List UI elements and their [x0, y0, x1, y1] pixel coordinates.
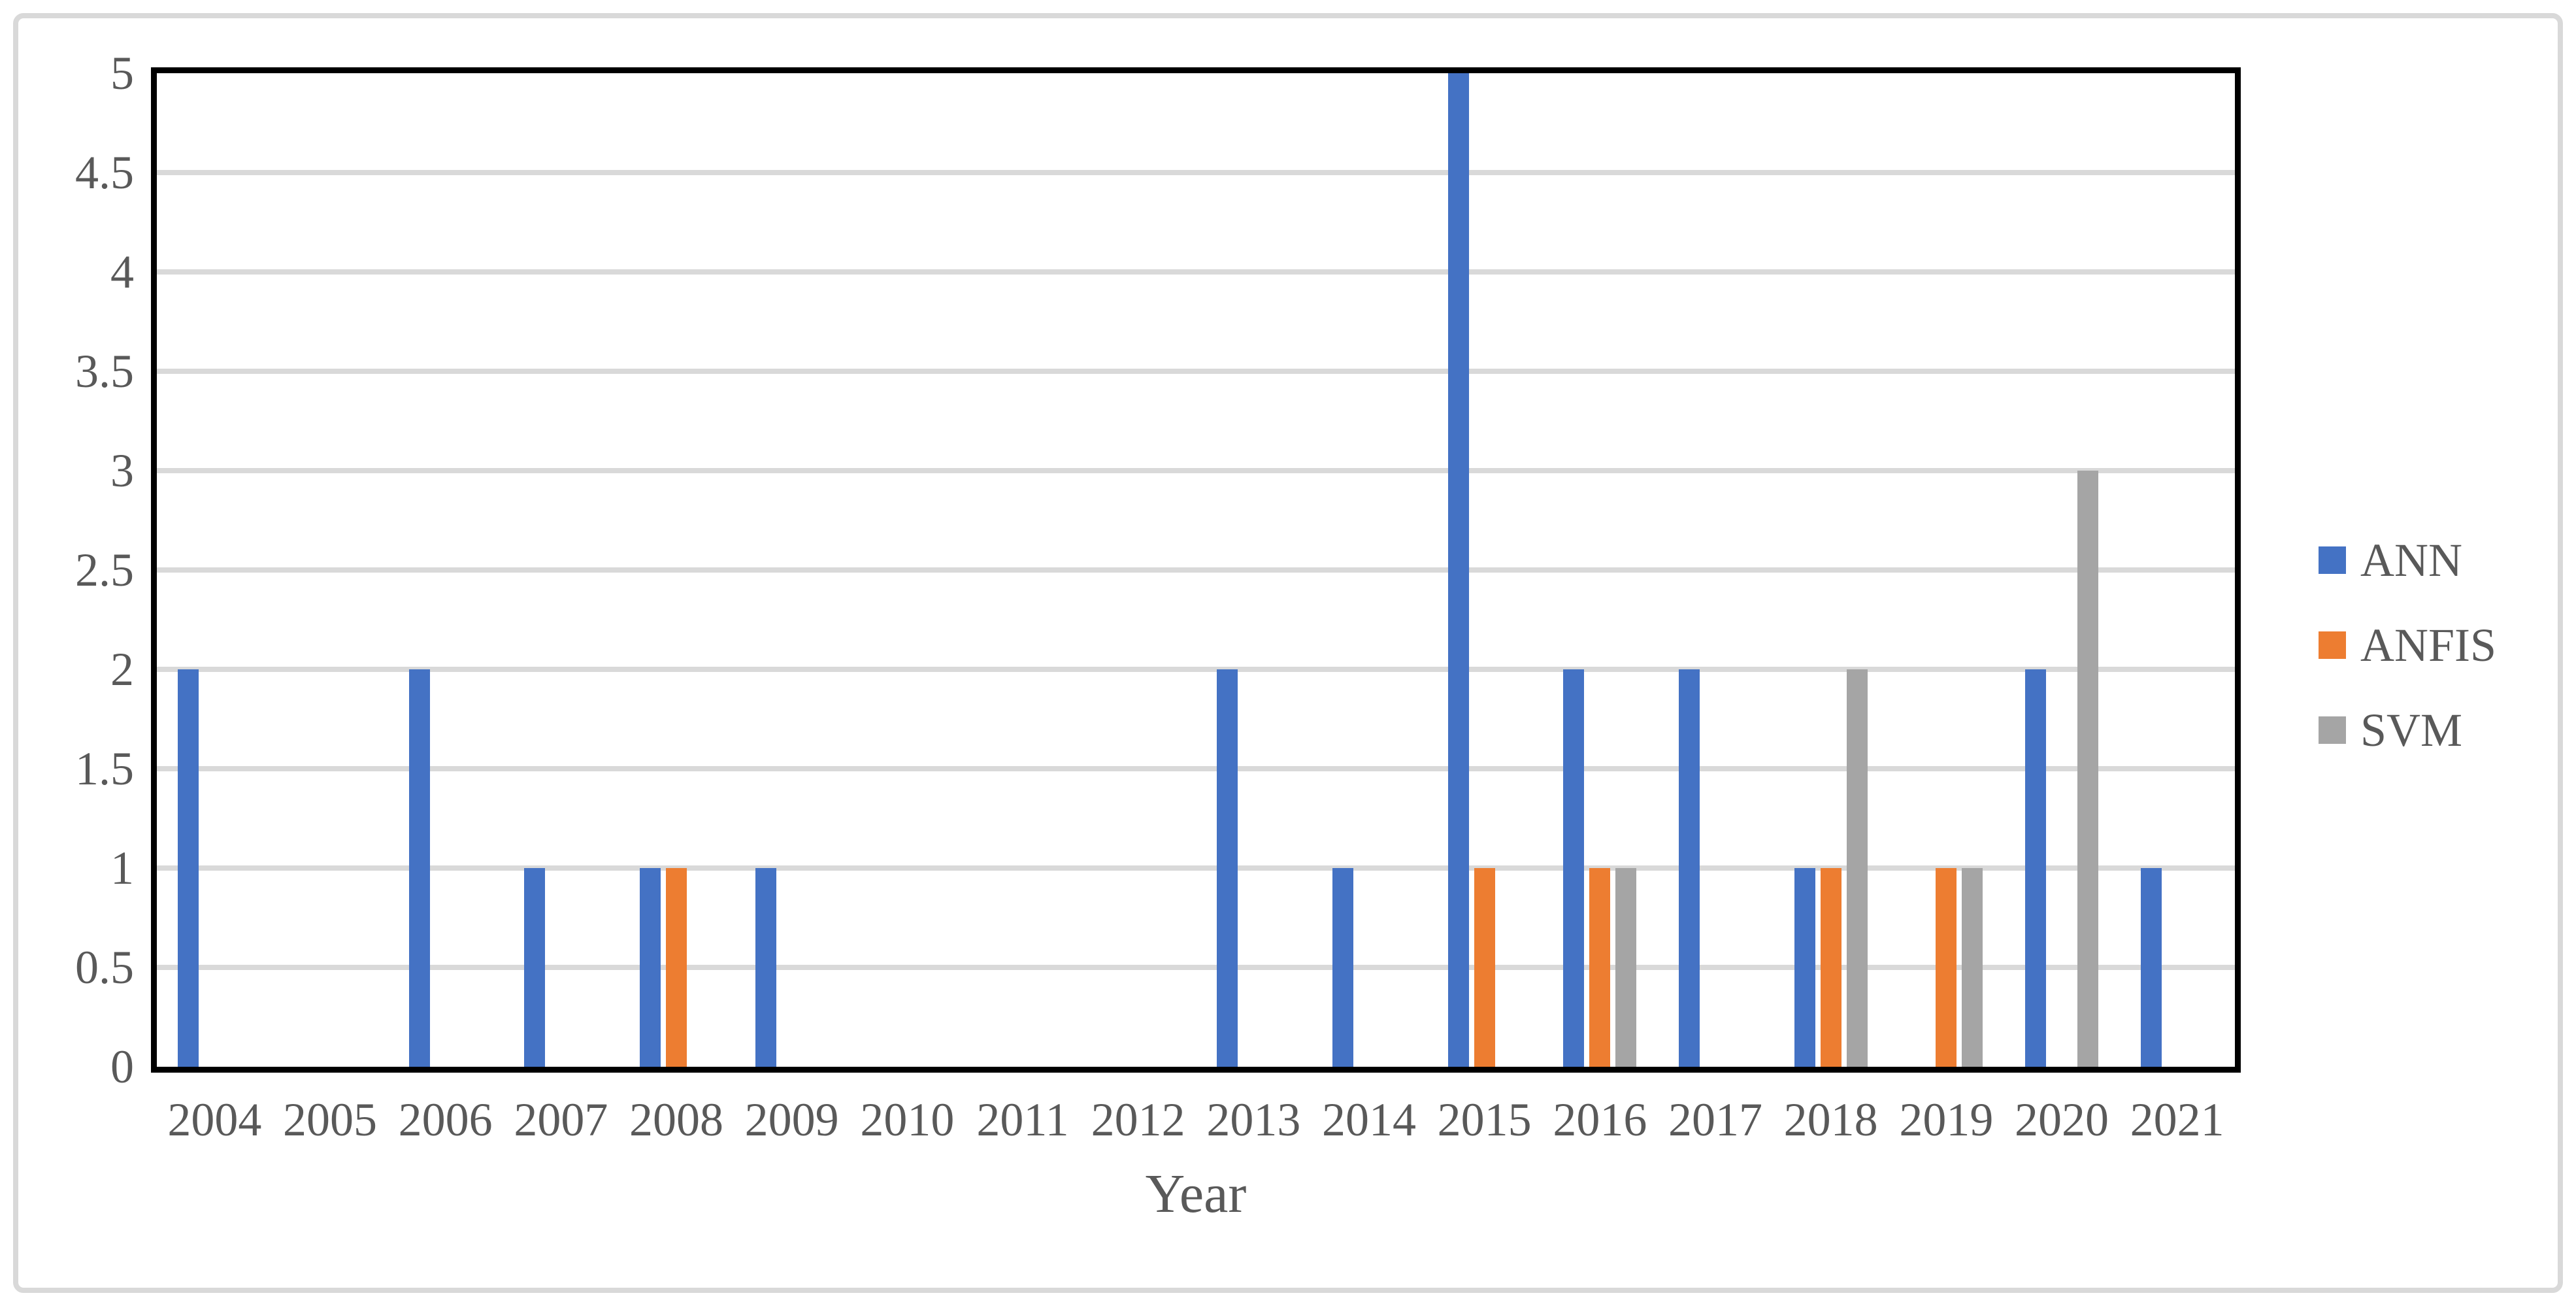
bar-ann-2015	[1447, 73, 1469, 1067]
y-tick-label: 1	[110, 842, 134, 894]
y-tick-label: 1.5	[75, 743, 134, 795]
bar-anfis-2018	[1820, 868, 1841, 1067]
legend-label-ann: ANN	[2360, 533, 2462, 586]
y-tick-label: 0	[110, 1041, 134, 1093]
svm-swatch-icon	[2319, 716, 2346, 744]
y-tick-label: 4.5	[75, 146, 134, 199]
bar-ann-2014	[1332, 868, 1353, 1067]
x-tick-label: 2020	[2015, 1094, 2109, 1146]
legend-item-ann: ANN	[2319, 534, 2496, 586]
x-tick-label: 2017	[1668, 1094, 1762, 1146]
x-tick-label: 2014	[1322, 1094, 1416, 1146]
x-tick-label: 2018	[1783, 1094, 1878, 1146]
y-axis: 0 0.5 1 1.5 2 2.5 3 3.5 4 4.5 5	[0, 47, 134, 1093]
x-tick-label: 2021	[2130, 1094, 2224, 1146]
gridline	[157, 965, 2235, 970]
y-tick-label: 2.5	[75, 544, 134, 596]
x-tick-label: 2005	[283, 1094, 377, 1146]
legend-label-svm: SVM	[2360, 703, 2463, 756]
x-tick-label: 2010	[860, 1094, 955, 1146]
legend-label-anfis: ANFIS	[2360, 618, 2497, 671]
y-tick-label: 2	[110, 643, 134, 695]
legend-item-anfis: ANFIS	[2319, 619, 2496, 671]
y-tick-label: 5	[110, 47, 134, 99]
bar-svm-2016	[1615, 868, 1637, 1067]
bar-ann-2021	[2140, 868, 2162, 1067]
bar-anfis-2015	[1474, 868, 1495, 1067]
bar-ann-2016	[1563, 669, 1585, 1067]
bar-ann-2020	[2025, 669, 2046, 1067]
bar-svm-2018	[1846, 669, 1868, 1067]
x-tick-label: 2007	[514, 1094, 608, 1146]
bar-svm-2020	[2077, 471, 2098, 1067]
bar-anfis-2008	[666, 868, 687, 1067]
bar-ann-2004	[178, 669, 199, 1067]
y-tick-label: 3.5	[75, 345, 134, 397]
x-tick-label: 2015	[1437, 1094, 1532, 1146]
x-tick-label: 2004	[167, 1094, 262, 1146]
bar-ann-2013	[1217, 669, 1238, 1067]
x-tick-label: 2008	[629, 1094, 723, 1146]
gridline	[157, 369, 2235, 374]
gridline	[157, 567, 2235, 573]
legend-item-svm: SVM	[2319, 704, 2496, 756]
bar-anfis-2016	[1589, 868, 1611, 1067]
y-tick-label: 3	[110, 444, 134, 497]
plot-area	[157, 73, 2235, 1067]
y-tick-label: 0.5	[75, 941, 134, 994]
x-axis-title: Year	[1145, 1164, 1247, 1224]
y-tick-label: 4	[110, 246, 134, 298]
anfis-swatch-icon	[2319, 631, 2346, 659]
gridline	[157, 766, 2235, 771]
x-tick-label: 2016	[1553, 1094, 1647, 1146]
bar-ann-2018	[1794, 868, 1815, 1067]
x-tick-label: 2006	[398, 1094, 493, 1146]
gridline	[157, 865, 2235, 871]
bar-svm-2019	[1962, 868, 1983, 1067]
bar-anfis-2019	[1936, 868, 1957, 1067]
bar-ann-2007	[524, 868, 546, 1067]
gridline	[157, 468, 2235, 473]
bar-ann-2009	[755, 868, 776, 1067]
legend: ANN ANFIS SVM	[2319, 534, 2496, 791]
x-tick-label: 2019	[1899, 1094, 1994, 1146]
bar-ann-2006	[408, 669, 430, 1067]
x-axis: 2004 2005 2006 2007 2008 2009 2010 2011 2012 2013…	[157, 1090, 2235, 1156]
x-tick-label: 2012	[1091, 1094, 1185, 1146]
gridline	[157, 667, 2235, 672]
gridline	[157, 170, 2235, 175]
x-tick-label: 2009	[744, 1094, 839, 1146]
bar-ann-2008	[640, 868, 661, 1067]
x-tick-label: 2011	[976, 1094, 1069, 1146]
bar-ann-2017	[1679, 669, 1700, 1067]
x-tick-label: 2013	[1206, 1094, 1301, 1146]
ann-swatch-icon	[2319, 546, 2346, 574]
gridline	[157, 269, 2235, 275]
